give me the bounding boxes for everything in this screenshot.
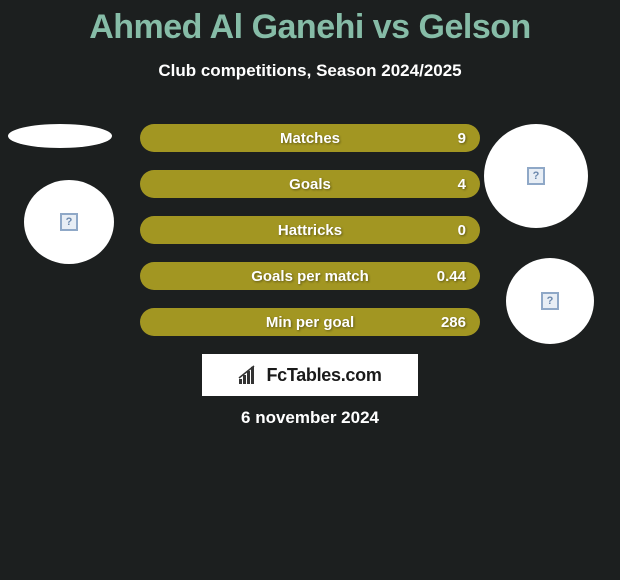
attribution-logo-icon [238, 365, 262, 385]
player-avatar-right-top [484, 124, 588, 228]
stat-value: 0.44 [437, 268, 466, 285]
stat-label: Hattricks [278, 222, 342, 239]
stat-value: 286 [441, 314, 466, 331]
stat-value: 4 [458, 176, 466, 193]
image-placeholder-icon [527, 167, 545, 185]
image-placeholder-icon [60, 213, 78, 231]
decoration-ellipse [8, 124, 112, 148]
stat-row: Goals per match 0.44 [140, 262, 480, 290]
stat-label: Min per goal [266, 314, 354, 331]
stat-value: 0 [458, 222, 466, 239]
comparison-subtitle: Club competitions, Season 2024/2025 [0, 61, 620, 81]
stat-row: Matches 9 [140, 124, 480, 152]
stat-row: Min per goal 286 [140, 308, 480, 336]
image-placeholder-icon [541, 292, 559, 310]
stat-label: Matches [280, 130, 340, 147]
player-avatar-right-bottom [506, 258, 594, 344]
attribution-badge[interactable]: FcTables.com [202, 354, 418, 396]
comparison-title: Ahmed Al Ganehi vs Gelson [0, 0, 620, 47]
stats-bars: Matches 9 Goals 4 Hattricks 0 Goals per … [140, 124, 480, 354]
stat-label: Goals per match [251, 268, 369, 285]
player-avatar-left [24, 180, 114, 264]
stat-label: Goals [289, 176, 331, 193]
stat-row: Goals 4 [140, 170, 480, 198]
stat-value: 9 [458, 130, 466, 147]
generated-date: 6 november 2024 [0, 408, 620, 428]
attribution-text: FcTables.com [266, 365, 381, 386]
stat-row: Hattricks 0 [140, 216, 480, 244]
